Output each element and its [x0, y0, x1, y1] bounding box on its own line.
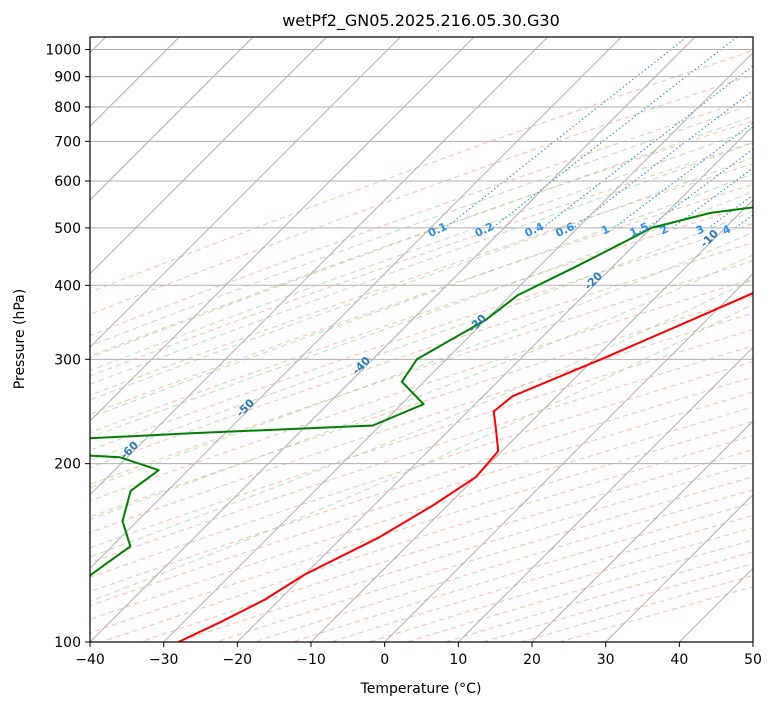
isotherm-line: [457, 346, 753, 642]
x-axis-label: Temperature (°C): [360, 681, 482, 697]
isobars: [90, 49, 753, 642]
dry-adiabat-line: [90, 203, 753, 433]
x-tick-label: 50: [744, 652, 762, 668]
plot-frame: [89, 36, 754, 643]
dry-adiabat-line: [90, 241, 753, 469]
mixing-ratio-line: [672, 167, 753, 229]
isotherm-line: [531, 420, 753, 642]
x-axis-ticks: −40 −30 −20 −10 0 10 20 30 40 50: [75, 642, 762, 668]
moist-adiabat-line: [90, 173, 753, 418]
isotherm-line: [90, 37, 254, 201]
isotherm-line: [310, 199, 753, 642]
dry-adiabat-line: [90, 142, 753, 377]
y-tick-label: 500: [54, 221, 81, 237]
moist-adiabat-line: [90, 142, 753, 385]
y-tick-label: 200: [54, 457, 81, 473]
isotherm-line: [90, 37, 622, 570]
isotherm-line: [163, 51, 753, 642]
moist-adiabat-line: [90, 128, 753, 371]
moist-adiabat-line: [90, 156, 753, 401]
dewpoint-profile-line: [90, 206, 753, 577]
y-tick-label: 300: [54, 352, 81, 368]
x-tick-label: −20: [223, 652, 253, 668]
isotherm-line: [384, 272, 753, 642]
temperature-profile-line: [177, 292, 753, 642]
dry-adiabat-line: [90, 163, 753, 396]
isotherm-line: [90, 37, 549, 496]
y-tick-label: 800: [54, 100, 81, 116]
x-tick-label: −30: [149, 652, 179, 668]
isotherm-line: [236, 125, 753, 642]
isotherm-line: [605, 493, 753, 642]
y-tick-label: 600: [54, 174, 81, 190]
isotherm-line: [90, 37, 475, 422]
moist-adiabat-line: [90, 278, 753, 558]
dry-adiabat-line: [90, 345, 753, 564]
profile-lines: [90, 206, 753, 642]
dry-adiabat-line: [90, 183, 753, 415]
dry-adiabat-line: [90, 97, 753, 337]
mixing-ratio-line: [542, 65, 753, 229]
chart-title: wetPf2_GN05.2025.216.05.30.G30: [282, 11, 560, 31]
x-tick-label: 20: [523, 652, 541, 668]
x-tick-label: 30: [597, 652, 615, 668]
plot-area: 0.10.20.40.611.52346810131620253036-100-…: [90, 37, 753, 642]
y-axis-ticks: 100 200 300 400 500 600 700 800 900 1000: [45, 43, 90, 651]
isotherms: [90, 37, 753, 642]
mixing-ratio-line: [572, 90, 753, 229]
moist-adiabat-line: [90, 303, 753, 602]
isotherm-line: [90, 37, 401, 349]
dry-adiabat-line: [90, 50, 753, 293]
y-tick-label: 900: [54, 70, 81, 86]
x-tick-label: −40: [75, 652, 105, 668]
y-tick-label: 700: [54, 134, 81, 150]
y-tick-label: 400: [54, 278, 81, 294]
x-tick-label: 10: [449, 652, 467, 668]
y-tick-label: 1000: [45, 43, 81, 59]
dry-adiabat-line: [90, 295, 753, 518]
y-axis-label: Pressure (hPa): [12, 289, 28, 389]
dry-adiabat-line: [90, 376, 753, 593]
y-tick-label: 100: [54, 635, 81, 651]
dry-adiabat-line: [90, 74, 753, 315]
isotherm-line: [90, 37, 328, 275]
dry-adiabat-line: [90, 391, 753, 607]
x-tick-label: −10: [296, 652, 326, 668]
x-tick-label: 0: [380, 652, 389, 668]
dry-adiabat-line: [90, 329, 753, 549]
isotherm-line: [90, 37, 696, 642]
x-tick-label: 40: [670, 652, 688, 668]
